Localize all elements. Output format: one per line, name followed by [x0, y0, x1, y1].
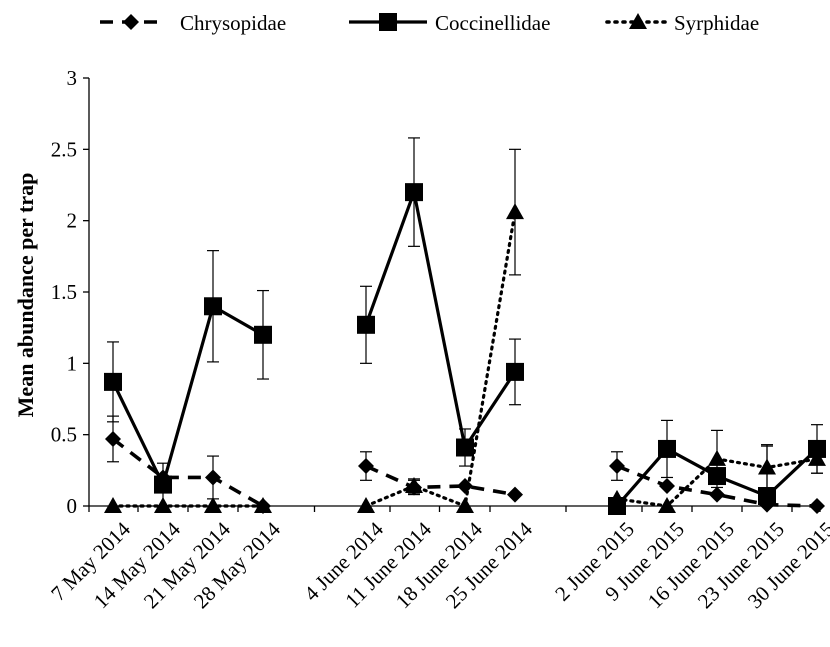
y-tick-label: 3	[67, 66, 78, 90]
coccinellidae-line	[364, 190, 517, 450]
coccinellidae-point	[254, 325, 272, 344]
coccinellidae-point	[154, 475, 172, 494]
legend-marker-chrysopidae	[123, 14, 139, 30]
syrphidae-point	[104, 497, 122, 513]
coccinellidae-line	[111, 304, 264, 487]
coccinellidae-point	[405, 183, 423, 202]
series-chrysopidae	[105, 415, 825, 514]
syrphidae-point	[405, 477, 423, 494]
series-syrphidae	[104, 148, 826, 513]
coccinellidae-point	[104, 372, 122, 391]
chrysopidae-point	[709, 486, 725, 503]
y-tick-label: 2.5	[51, 137, 77, 161]
legend-item-chrysopidae: Chrysopidae	[100, 11, 286, 35]
coccinellidae-point	[357, 315, 375, 334]
syrphidae-point	[808, 449, 826, 466]
chrysopidae-point	[358, 458, 374, 475]
legend: Chrysopidae Coccinellidae Syrphidae	[100, 11, 759, 35]
y-tick-label: 2	[67, 209, 78, 233]
syrphidae-point	[708, 449, 726, 466]
y-tick-labels: 0 0.5 1 1.5 2 2.5 3	[51, 66, 77, 518]
chrysopidae-line	[111, 437, 264, 508]
legend-marker-syrphidae	[629, 13, 647, 29]
series-coccinellidae	[104, 137, 826, 515]
chrysopidae-point	[507, 486, 523, 503]
syrphidae-point	[758, 458, 776, 475]
chrysopidae-point	[457, 478, 473, 495]
y-axis-label: Mean abundance per trap	[13, 173, 38, 418]
y-tick-label: 0	[67, 494, 78, 518]
legend-marker-coccinellidae	[379, 13, 397, 31]
syrphidae-point	[357, 497, 375, 513]
legend-item-coccinellidae: Coccinellidae	[349, 11, 550, 35]
coccinellidae-point	[506, 362, 524, 381]
chrysopidae-point	[609, 458, 625, 475]
axes	[83, 77, 821, 512]
y-tick-label: 1.5	[51, 280, 77, 304]
syrphidae-point	[154, 497, 172, 513]
syrphidae-point	[506, 203, 524, 220]
legend-item-syrphidae: Syrphidae	[605, 11, 759, 35]
syrphidae-point	[658, 497, 676, 513]
plot-area	[104, 137, 826, 515]
legend-label-chrysopidae: Chrysopidae	[180, 11, 286, 35]
coccinellidae-point	[456, 438, 474, 457]
coccinellidae-point	[758, 487, 776, 506]
coccinellidae-point	[658, 439, 676, 458]
chrysopidae-point	[105, 430, 121, 447]
coccinellidae-point	[204, 297, 222, 316]
syrphidae-point	[204, 497, 222, 513]
y-tick-label: 0.5	[51, 423, 77, 447]
legend-label-syrphidae: Syrphidae	[674, 11, 759, 35]
chrysopidae-line	[365, 464, 516, 497]
legend-label-coccinellidae: Coccinellidae	[435, 11, 550, 35]
chrysopidae-point	[205, 469, 221, 486]
syrphidae-point	[608, 489, 626, 506]
y-tick-label: 1	[67, 351, 78, 375]
syrphidae-point	[254, 497, 272, 513]
syrphidae-point	[456, 497, 474, 513]
chrysopidae-point	[809, 498, 825, 514]
syrphidae-line	[364, 210, 517, 508]
chrysopidae-point	[659, 478, 675, 495]
